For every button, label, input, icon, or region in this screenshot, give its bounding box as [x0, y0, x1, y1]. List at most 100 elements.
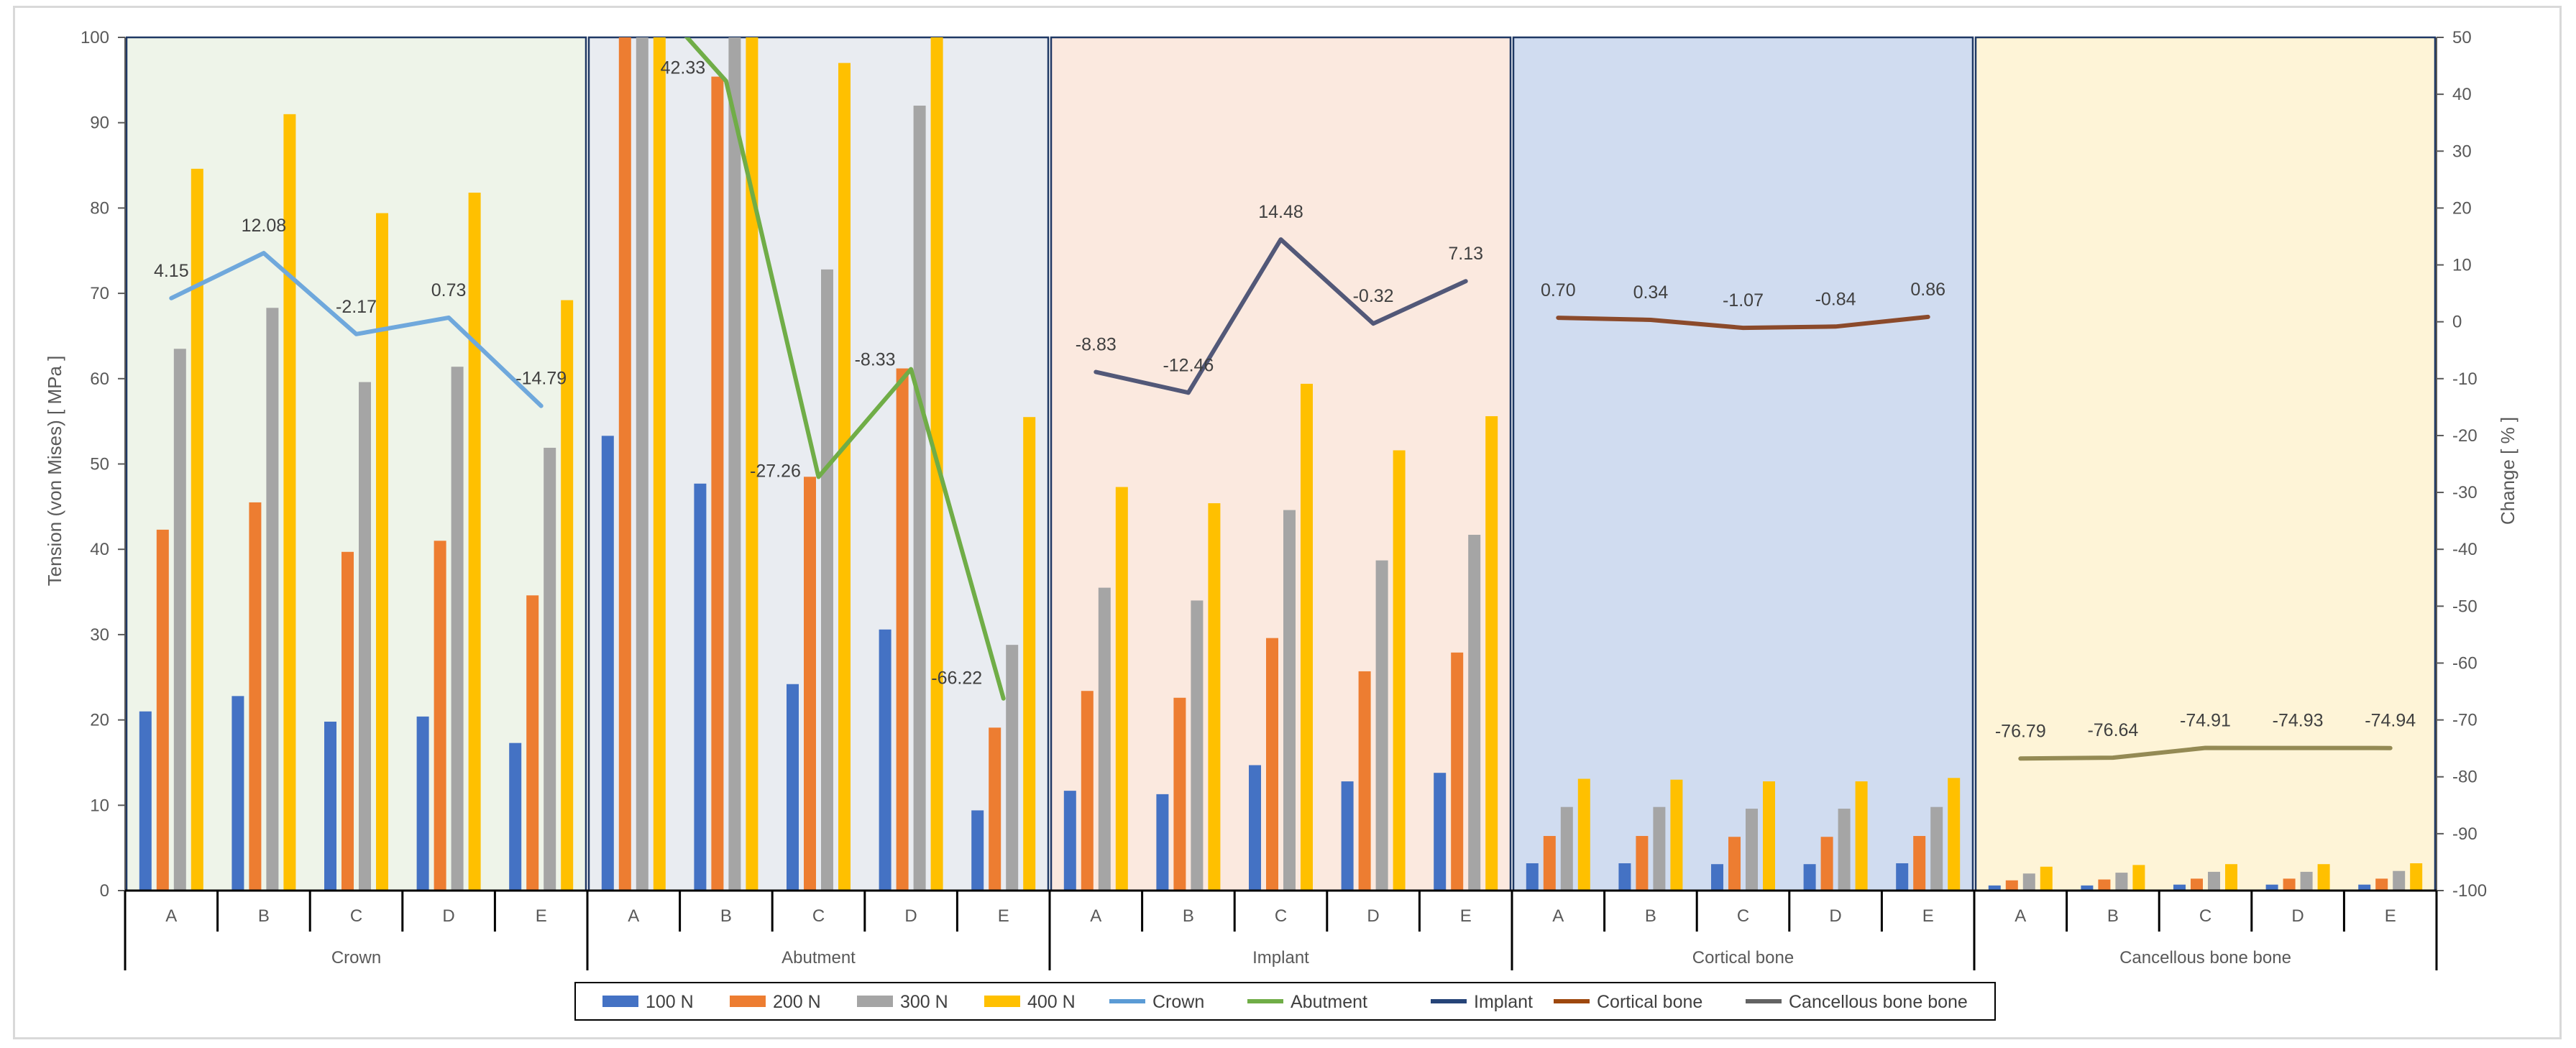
bar-cortical-bone-a-300-n — [1560, 806, 1573, 891]
bar-cortical-bone-b-300-n — [1653, 806, 1666, 891]
bar-cancellous-bone-bone-c-200-n — [2191, 878, 2203, 891]
bar-crown-a-300-n — [173, 349, 186, 891]
change-label-cancellous-bone-bone-d: -74.93 — [2273, 711, 2324, 731]
bar-abutment-e-200-n — [989, 727, 1001, 891]
bar-abutment-b-400-n — [746, 37, 758, 891]
x-axis-labels: A B C D E Crown A B C D E Abutment A B C D E Implant A B C D E… — [165, 906, 2396, 967]
y-tick-label: 50 — [90, 455, 109, 474]
x-tick-label-crown-a: A — [165, 906, 177, 926]
y-tick-label: 70 — [90, 284, 109, 303]
bar-cortical-bone-b-400-n — [1670, 779, 1683, 891]
y-tick-label: 10 — [90, 796, 109, 815]
legend-label-crown: Crown — [1152, 992, 1204, 1012]
bar-abutment-c-400-n — [838, 63, 851, 891]
bar-crown-b-200-n — [249, 502, 262, 891]
bar-cortical-bone-d-200-n — [1820, 837, 1833, 891]
y2-tick-label: 0 — [2452, 313, 2462, 332]
bar-implant-a-200-n — [1081, 691, 1094, 891]
bar-cortical-bone-a-200-n — [1543, 836, 1556, 891]
y-axis-title: Tension (von Mises) [ MPa ] — [44, 356, 65, 587]
legend-label-cancellous-bone-bone: Cancellous bone bone — [1789, 992, 1968, 1012]
bar-implant-b-100-n — [1156, 794, 1169, 891]
legend: 100 N 200 N 300 N 400 N Crown Abutment Implant… — [574, 982, 1996, 1021]
x-tick-label-implant-c: C — [1275, 906, 1287, 926]
x-tick-label-cancellous-bone-bone-a: A — [2014, 906, 2026, 926]
bar-implant-c-100-n — [1249, 765, 1261, 891]
line-implant — [1094, 237, 1468, 395]
bar-abutment-e-400-n — [1023, 417, 1036, 891]
y2-tick-label: 50 — [2452, 28, 2472, 47]
bar-implant-e-200-n — [1451, 652, 1464, 891]
x-tick-label-abutment-c: C — [812, 906, 825, 926]
bar-cancellous-bone-bone-a-300-n — [2022, 873, 2035, 891]
panel-cortical-bone — [1512, 36, 1974, 892]
group-label-cortical-bone: Cortical bone — [1692, 948, 1794, 967]
y2-tick-label: -10 — [2452, 369, 2478, 389]
bar-cancellous-bone-bone-d-400-n — [2317, 864, 2330, 891]
change-label-cortical-bone-a: 0.70 — [1541, 280, 1576, 300]
y2-axis-ticks: -100-90-80-70-60-50-40-30-20-10010203040… — [2437, 28, 2487, 901]
y-tick-label: 90 — [90, 114, 109, 133]
change-label-crown-e: -14.79 — [515, 369, 567, 389]
bar-cancellous-bone-bone-c-300-n — [2208, 871, 2220, 891]
bar-cortical-bone-c-400-n — [1763, 781, 1775, 891]
y2-tick-label: 10 — [2452, 256, 2472, 275]
x-tick-label-abutment-b: B — [720, 906, 732, 926]
y2-tick-label: -80 — [2452, 768, 2478, 787]
legend-label-cortical-bone: Cortical bone — [1597, 992, 1702, 1012]
legend-label-200-n: 200 N — [773, 992, 821, 1012]
change-label-cortical-bone-d: -0.84 — [1815, 289, 1856, 309]
legend-label-100-n: 100 N — [646, 992, 694, 1012]
y2-tick-label: -50 — [2452, 597, 2478, 616]
y-tick-label: 100 — [81, 28, 109, 47]
change-label-cortical-bone-e: 0.86 — [1910, 280, 1945, 300]
bar-crown-a-100-n — [139, 711, 152, 891]
bar-cortical-bone-e-300-n — [1930, 806, 1943, 891]
change-label-cortical-bone-c: -1.07 — [1723, 290, 1764, 311]
bar-implant-a-100-n — [1063, 791, 1076, 891]
axes — [124, 37, 2438, 970]
bar-crown-d-100-n — [416, 716, 429, 891]
change-label-crown-b: 12.08 — [242, 216, 287, 236]
bar-crown-a-200-n — [156, 529, 169, 891]
bar-crown-d-200-n — [434, 541, 446, 891]
bar-cortical-bone-e-100-n — [1896, 863, 1909, 891]
bar-crown-b-300-n — [266, 308, 279, 891]
bar-cortical-bone-e-400-n — [1948, 778, 1961, 891]
bar-abutment-d-100-n — [879, 629, 891, 891]
bar-implant-d-300-n — [1375, 560, 1388, 891]
line-abutment — [684, 37, 1006, 701]
bar-crown-c-100-n — [324, 721, 336, 891]
bar-abutment-b-200-n — [711, 76, 724, 891]
legend-label-300-n: 300 N — [900, 992, 948, 1012]
y-tick-label: 20 — [90, 711, 109, 730]
change-label-cancellous-bone-bone-c: -74.91 — [2180, 710, 2231, 730]
bar-cortical-bone-a-100-n — [1526, 863, 1539, 891]
change-label-implant-b: -12.46 — [1163, 355, 1214, 375]
bar-abutment-a-200-n — [618, 37, 631, 891]
bar-abutment-b-300-n — [728, 37, 741, 891]
change-label-abutment-e: -66.22 — [931, 668, 982, 689]
x-tick-label-cortical-bone-e: E — [1922, 906, 1934, 926]
bar-cortical-bone-a-400-n — [1577, 778, 1590, 891]
y-tick-label: 40 — [90, 540, 109, 559]
change-lines — [169, 37, 2393, 761]
bar-implant-b-200-n — [1173, 697, 1186, 891]
x-tick-label-implant-e: E — [1460, 906, 1472, 926]
bar-cortical-bone-b-200-n — [1636, 836, 1649, 891]
x-tick-label-cancellous-bone-bone-e: E — [2385, 906, 2396, 926]
change-label-implant-e: 7.13 — [1448, 244, 1483, 264]
y-tick-label: 0 — [100, 881, 109, 901]
bar-crown-a-400-n — [191, 168, 203, 891]
legend-swatch-400-n — [984, 996, 1020, 1007]
y2-tick-label: -20 — [2452, 426, 2478, 446]
change-label-implant-a: -8.83 — [1076, 335, 1117, 355]
change-label-cortical-bone-b: 0.34 — [1633, 282, 1669, 303]
bar-abutment-b-100-n — [694, 483, 707, 891]
x-tick-label-abutment-a: A — [628, 906, 639, 926]
x-tick-label-abutment-d: D — [904, 906, 917, 926]
x-tick-label-crown-c: C — [350, 906, 362, 926]
x-tick-label-cortical-bone-c: C — [1737, 906, 1749, 926]
group-label-implant: Implant — [1252, 948, 1309, 967]
bar-cancellous-bone-bone-a-100-n — [1988, 885, 2001, 891]
